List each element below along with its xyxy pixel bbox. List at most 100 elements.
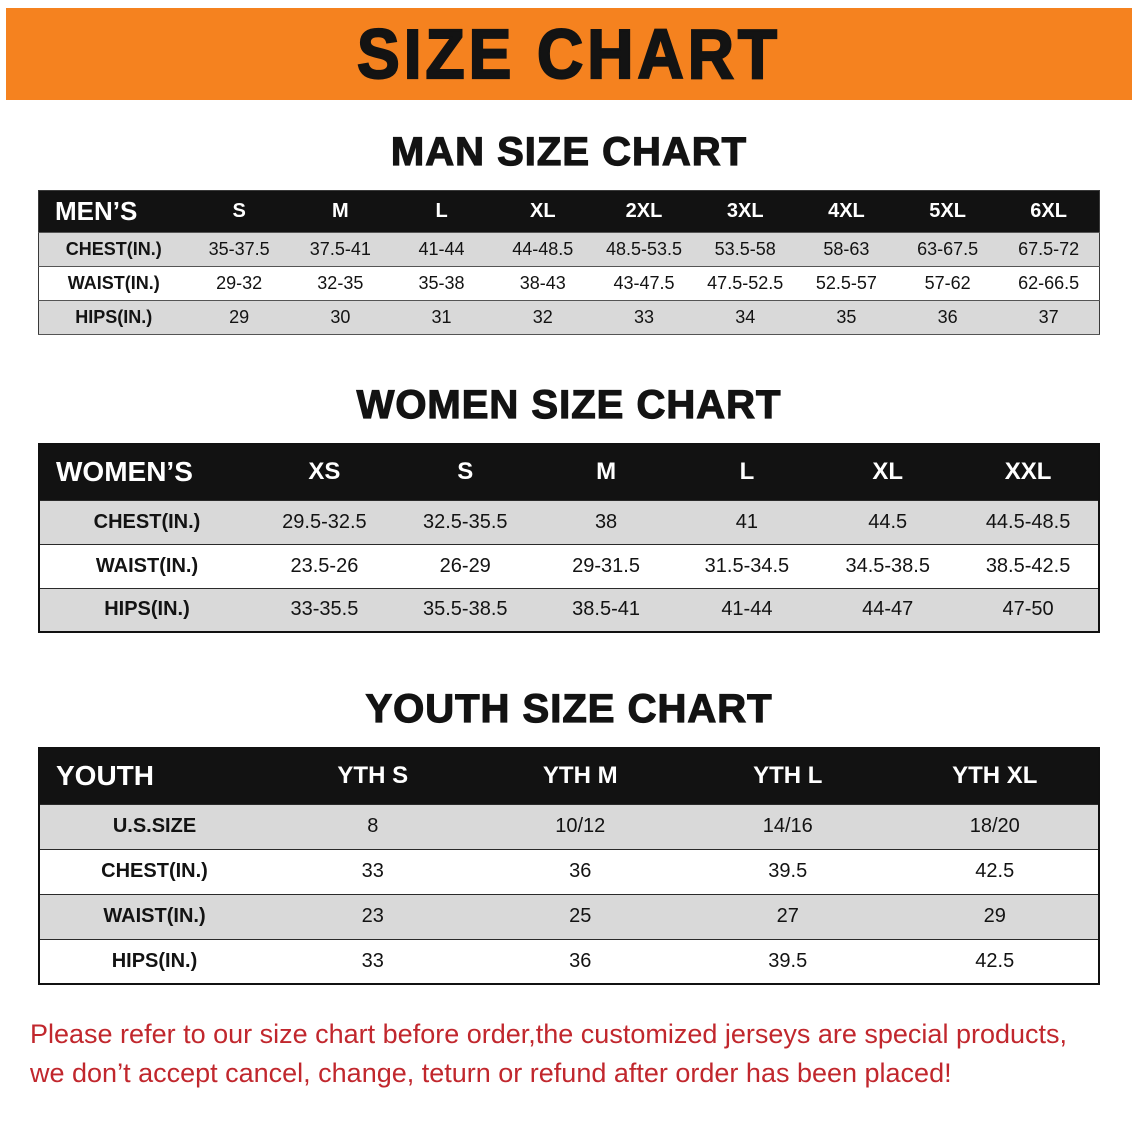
youth-chest-row: CHEST(IN.) 33 36 39.5 42.5: [39, 848, 1099, 894]
men-col-header: L: [390, 190, 493, 233]
men-col-header: M: [289, 190, 391, 233]
cell: 31: [390, 300, 493, 335]
cell: 38: [535, 499, 677, 544]
cell: 47.5-52.5: [694, 266, 796, 301]
cell: 32-35: [289, 266, 391, 301]
women-col-header: XS: [254, 444, 395, 500]
cell: 14/16: [684, 803, 892, 849]
cell: 30: [289, 300, 391, 335]
men-col-header: 5XL: [897, 190, 999, 233]
cell: 44.5: [817, 499, 959, 544]
cell: 29-32: [188, 266, 290, 301]
row-label: WAIST(IN.): [38, 266, 189, 301]
women-col-header: XL: [817, 444, 959, 500]
youth-col-header: YTH L: [684, 748, 892, 804]
row-label: CHEST(IN.): [38, 232, 189, 267]
row-label: CHEST(IN.): [39, 848, 269, 894]
women-hips-row: HIPS(IN.) 33-35.5 35.5-38.5 38.5-41 41-4…: [39, 587, 1099, 632]
men-size-table: MEN’S S M L XL 2XL 3XL 4XL 5XL 6XL CHEST…: [38, 190, 1100, 335]
youth-header-row: YOUTH YTH S YTH M YTH L YTH XL: [39, 748, 1099, 804]
cell: 29: [188, 300, 290, 335]
cell: 29: [891, 893, 1099, 939]
cell: 57-62: [897, 266, 999, 301]
row-label: CHEST(IN.): [39, 499, 254, 544]
cell: 23.5-26: [254, 543, 395, 588]
cell: 44.5-48.5: [958, 499, 1099, 544]
cell: 31.5-34.5: [676, 543, 818, 588]
cell: 58-63: [795, 232, 898, 267]
women-waist-row: WAIST(IN.) 23.5-26 26-29 29-31.5 31.5-34…: [39, 543, 1099, 588]
cell: 26-29: [394, 543, 536, 588]
cell: 25: [476, 893, 684, 939]
cell: 37: [998, 300, 1100, 335]
cell: 42.5: [891, 938, 1099, 984]
youth-col-header: YTH S: [269, 748, 477, 804]
cell: 41-44: [390, 232, 493, 267]
cell: 52.5-57: [795, 266, 898, 301]
cell: 47-50: [958, 587, 1099, 632]
cell: 33: [269, 848, 477, 894]
cell: 43-47.5: [593, 266, 695, 301]
cell: 32.5-35.5: [394, 499, 536, 544]
footer-line-2: we don’t accept cancel, change, teturn o…: [30, 1058, 952, 1089]
cell: 36: [476, 938, 684, 984]
cell: 38-43: [492, 266, 594, 301]
cell: 36: [897, 300, 999, 335]
cell: 41: [676, 499, 818, 544]
footer-line-1: Please refer to our size chart before or…: [30, 1019, 1068, 1049]
men-col-header: 6XL: [998, 190, 1100, 233]
page-title: SIZE CHART: [356, 14, 781, 94]
cell: 35-37.5: [188, 232, 290, 267]
youth-waist-row: WAIST(IN.) 23 25 27 29: [39, 893, 1099, 939]
men-chest-row: CHEST(IN.) 35-37.5 37.5-41 41-44 44-48.5…: [38, 232, 1100, 267]
cell: 35: [795, 300, 898, 335]
youth-table-label: YOUTH: [39, 748, 269, 804]
cell: 32: [492, 300, 594, 335]
cell: 44-48.5: [492, 232, 594, 267]
row-label: HIPS(IN.): [39, 938, 269, 984]
cell: 67.5-72: [998, 232, 1100, 267]
men-col-header: 3XL: [694, 190, 796, 233]
women-col-header: S: [394, 444, 536, 500]
women-size-table: WOMEN’S XS S M L XL XXL CHEST(IN.) 29.5-…: [38, 443, 1100, 633]
men-header-row: MEN’S S M L XL 2XL 3XL 4XL 5XL 6XL: [38, 190, 1100, 233]
men-col-header: S: [188, 190, 290, 233]
women-col-header: M: [535, 444, 677, 500]
cell: 33: [593, 300, 695, 335]
cell: 39.5: [684, 848, 892, 894]
cell: 35-38: [390, 266, 493, 301]
cell: 27: [684, 893, 892, 939]
cell: 33-35.5: [254, 587, 395, 632]
women-col-header: L: [676, 444, 818, 500]
footer-note: Please refer to our size chart before or…: [30, 1015, 1108, 1093]
youth-section-heading: YOUTH SIZE CHART: [365, 686, 773, 731]
men-col-header: 4XL: [795, 190, 898, 233]
men-hips-row: HIPS(IN.) 29 30 31 32 33 34 35 36 37: [38, 300, 1100, 335]
cell: 42.5: [891, 848, 1099, 894]
cell: 38.5-42.5: [958, 543, 1099, 588]
cell: 53.5-58: [694, 232, 796, 267]
cell: 38.5-41: [535, 587, 677, 632]
cell: 23: [269, 893, 477, 939]
cell: 39.5: [684, 938, 892, 984]
row-label: WAIST(IN.): [39, 543, 254, 588]
women-col-header: XXL: [958, 444, 1099, 500]
banner: SIZE CHART: [6, 8, 1132, 100]
men-table-label: MEN’S: [38, 190, 189, 233]
cell: 63-67.5: [897, 232, 999, 267]
men-section-heading: MAN SIZE CHART: [390, 129, 748, 174]
row-label: HIPS(IN.): [38, 300, 189, 335]
women-header-row: WOMEN’S XS S M L XL XXL: [39, 444, 1099, 500]
youth-hips-row: HIPS(IN.) 33 36 39.5 42.5: [39, 938, 1099, 984]
men-col-header: 2XL: [593, 190, 695, 233]
cell: 44-47: [817, 587, 959, 632]
cell: 29-31.5: [535, 543, 677, 588]
row-label: HIPS(IN.): [39, 587, 254, 632]
women-chest-row: CHEST(IN.) 29.5-32.5 32.5-35.5 38 41 44.…: [39, 499, 1099, 544]
youth-col-header: YTH XL: [891, 748, 1099, 804]
cell: 29.5-32.5: [254, 499, 395, 544]
cell: 8: [269, 803, 477, 849]
cell: 34.5-38.5: [817, 543, 959, 588]
cell: 37.5-41: [289, 232, 391, 267]
men-col-header: XL: [492, 190, 594, 233]
